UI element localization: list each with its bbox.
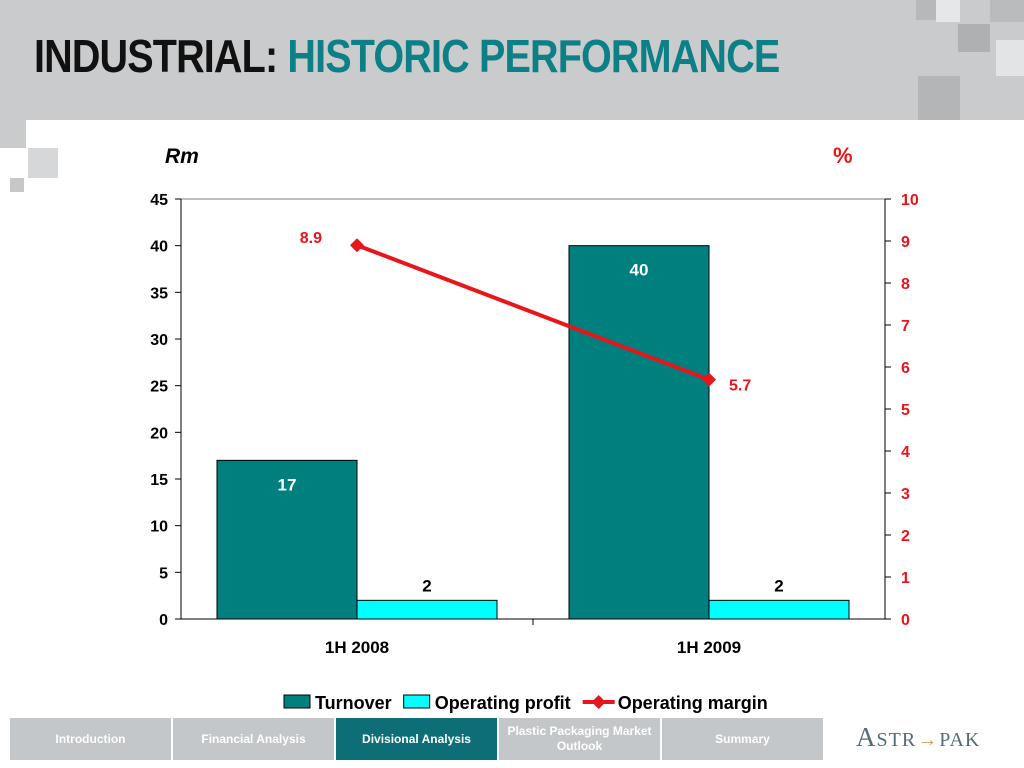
nav-tab-financial-analysis[interactable]: Financial Analysis <box>173 718 334 760</box>
line-operating-margin <box>356 243 710 382</box>
bar-operating-profit <box>356 599 498 620</box>
y-tick-label: 20 <box>150 425 168 442</box>
y2-tick-label: 5 <box>901 402 910 419</box>
decor-square <box>918 76 960 120</box>
bar-operating-profit <box>708 599 850 620</box>
y2-tick-label: 10 <box>901 192 919 209</box>
legend-swatch <box>283 694 311 709</box>
nav-tab-summary[interactable]: Summary <box>662 718 823 760</box>
legend-entry: Turnover <box>315 693 392 713</box>
bar-data-label: 17 <box>278 475 297 494</box>
bar-turnover <box>216 459 358 620</box>
legend-entry: Operating margin <box>618 693 768 713</box>
y2-tick-label: 0 <box>901 612 910 629</box>
legend-entry: Operating profit <box>435 693 571 713</box>
y-tick-label: 35 <box>150 285 168 302</box>
x-tick-label: 1H 2008 <box>325 638 389 657</box>
legend-swatch <box>403 694 431 709</box>
bar-data-label: 2 <box>422 576 431 595</box>
y2-tick-label: 8 <box>901 276 910 293</box>
bar-data-label: 40 <box>630 261 649 280</box>
y-tick-label: 25 <box>150 379 168 396</box>
nav-tab-divisional-analysis[interactable]: Divisional Analysis <box>336 718 497 760</box>
x-tick-label: 1H 2009 <box>677 638 741 657</box>
nav-tab-plastic-packaging-market-outlook[interactable]: Plastic Packaging Market Outlook <box>499 718 660 760</box>
y-axis-unit-label: Rm <box>165 145 199 168</box>
decor-square <box>28 148 58 178</box>
bar-turnover <box>568 245 710 620</box>
decor-square <box>996 40 1024 76</box>
y-tick-label: 5 <box>159 565 168 582</box>
y-tick-label: 0 <box>159 612 168 629</box>
y2-axis-unit-label: % <box>833 143 853 168</box>
line-point-marker <box>702 372 716 387</box>
bar-data-label: 2 <box>774 576 783 595</box>
y2-tick-label: 4 <box>901 444 910 461</box>
y2-tick-label: 2 <box>901 528 910 545</box>
page-title: INDUSTRIAL: HISTORIC PERFORMANCE <box>34 24 780 88</box>
y2-tick-label: 7 <box>901 318 910 335</box>
decor-square <box>936 0 960 22</box>
y2-tick-label: 9 <box>901 234 910 251</box>
line-point-marker <box>350 238 364 253</box>
y-tick-label: 45 <box>150 192 168 209</box>
decor-square <box>990 0 1024 22</box>
title-part-2: HISTORIC PERFORMANCE <box>287 30 780 82</box>
line-data-label: 8.9 <box>300 230 322 247</box>
y-tick-label: 30 <box>150 332 168 349</box>
nav-tab-introduction[interactable]: Introduction <box>10 718 171 760</box>
y-tick-label: 15 <box>150 472 168 489</box>
decor-square <box>0 120 26 148</box>
decor-square <box>958 24 990 52</box>
header-band: INDUSTRIAL: HISTORIC PERFORMANCE <box>0 0 1024 120</box>
bottom-nav: Introduction Financial Analysis Divisional… <box>10 718 823 760</box>
y2-tick-label: 1 <box>901 570 910 587</box>
title-part-1: INDUSTRIAL: <box>34 30 278 82</box>
y2-tick-label: 3 <box>901 486 910 503</box>
legend-marker <box>591 695 606 709</box>
line-data-label: 5.7 <box>729 378 751 395</box>
decor-square <box>10 178 24 192</box>
y-tick-label: 10 <box>150 519 168 536</box>
y2-tick-label: 6 <box>901 360 910 377</box>
y-tick-label: 40 <box>150 239 168 256</box>
astrapak-logo: ASTR→PAK <box>856 722 981 752</box>
